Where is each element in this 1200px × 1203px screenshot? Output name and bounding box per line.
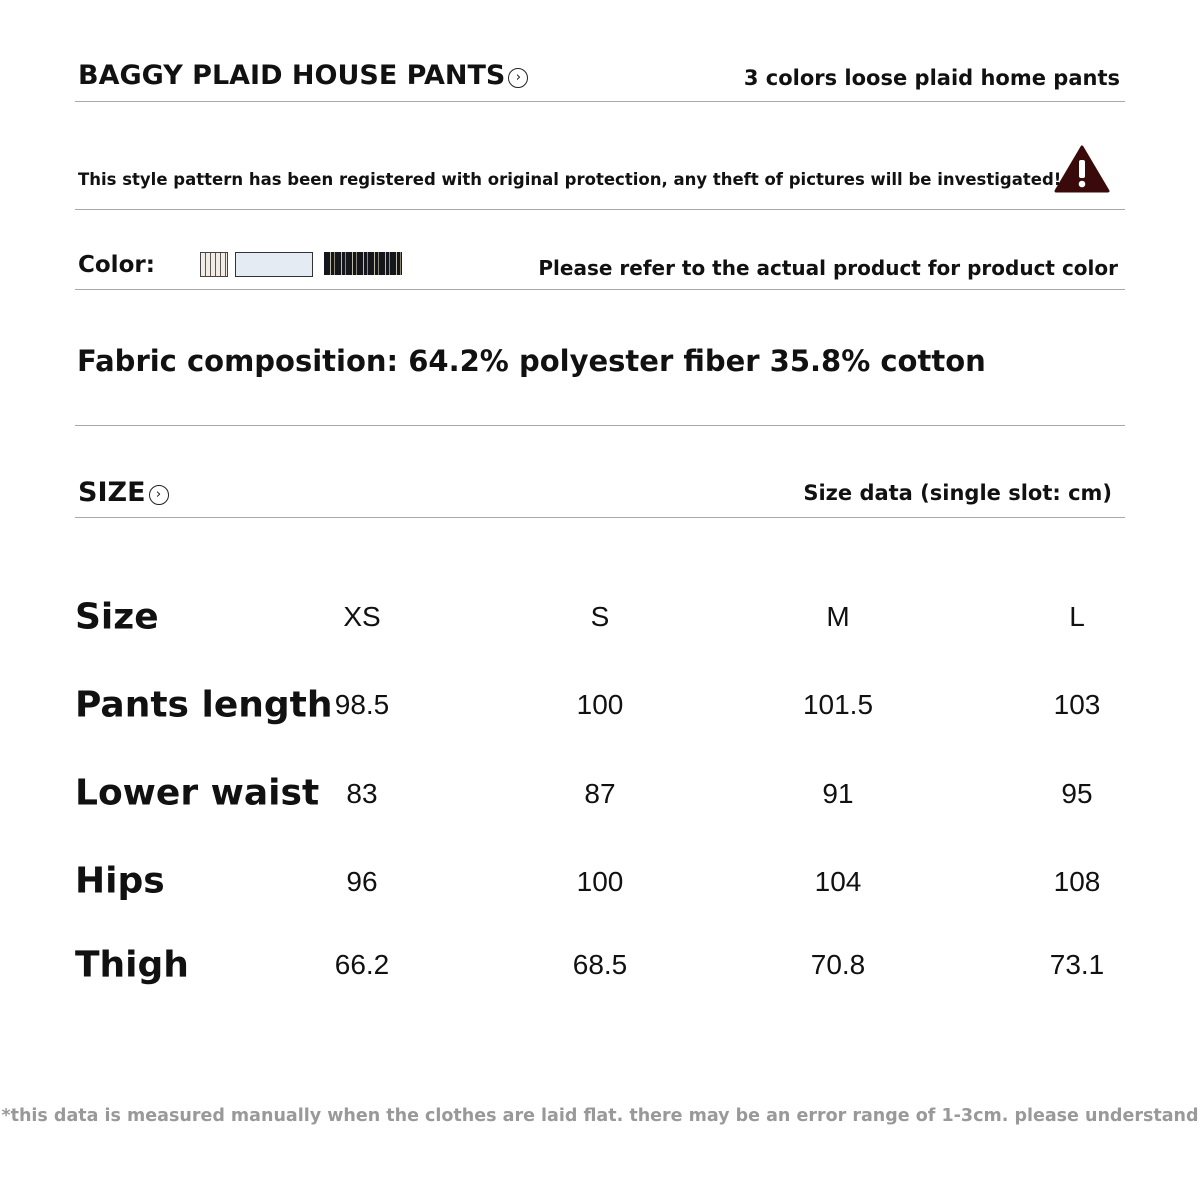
- color-note: Please refer to the actual product for p…: [538, 256, 1118, 280]
- divider: [75, 425, 1125, 426]
- warning-icon: [1054, 145, 1110, 193]
- table-cell: 91: [822, 778, 854, 809]
- table-cell: 101.5: [802, 689, 874, 720]
- table-cell: 100: [576, 866, 624, 897]
- row-label: Lower waist: [75, 772, 320, 814]
- table-cell: 87: [584, 778, 616, 809]
- divider: [75, 517, 1125, 518]
- table-cell: 108: [1053, 866, 1101, 897]
- swatch-beige-plaid[interactable]: [200, 252, 228, 277]
- size-section-title: SIZE ›: [78, 477, 169, 508]
- fabric-composition: Fabric composition: 64.2% polyester fibe…: [77, 344, 986, 378]
- size-header: S: [590, 601, 610, 632]
- table-cell: 70.8: [810, 949, 866, 980]
- table-cell: 68.5: [572, 949, 628, 980]
- table-cell: 95: [1061, 778, 1093, 809]
- product-subtitle: 3 colors loose plaid home pants: [743, 66, 1120, 90]
- chevron-right-icon: ›: [148, 485, 169, 505]
- product-title: BAGGY PLAID HOUSE PANTS ›: [78, 60, 529, 91]
- product-title-text: BAGGY PLAID HOUSE PANTS: [78, 60, 506, 91]
- divider: [75, 289, 1125, 290]
- size-section-note: Size data (single slot: cm): [803, 481, 1112, 505]
- size-header: L: [1069, 601, 1085, 632]
- table-cell: 73.1: [1049, 949, 1105, 980]
- row-label: Hips: [75, 860, 165, 902]
- row-label: Thigh: [75, 944, 189, 986]
- swatch-light-blue[interactable]: [235, 252, 313, 277]
- divider: [75, 209, 1125, 210]
- size-header: M: [826, 601, 850, 632]
- chevron-right-icon: ›: [508, 68, 529, 88]
- divider: [75, 101, 1125, 102]
- size-section-title-text: SIZE: [78, 477, 146, 508]
- table-cell: 100: [576, 689, 624, 720]
- footnote: *this data is measured manually when the…: [1, 1106, 1199, 1126]
- table-cell: 66.2: [334, 949, 390, 980]
- row-label: Pants length: [75, 684, 333, 726]
- swatch-black-plaid[interactable]: [324, 252, 402, 275]
- table-cell: 83: [346, 778, 378, 809]
- protection-notice: This style pattern has been registered w…: [78, 170, 1062, 189]
- table-cell: 96: [346, 866, 378, 897]
- table-cell: 103: [1053, 689, 1101, 720]
- table-cell: 104: [814, 866, 862, 897]
- size-header: XS: [343, 601, 381, 632]
- color-label: Color:: [78, 252, 155, 278]
- table-header-label: Size: [75, 596, 159, 638]
- table-cell: 98.5: [334, 689, 390, 720]
